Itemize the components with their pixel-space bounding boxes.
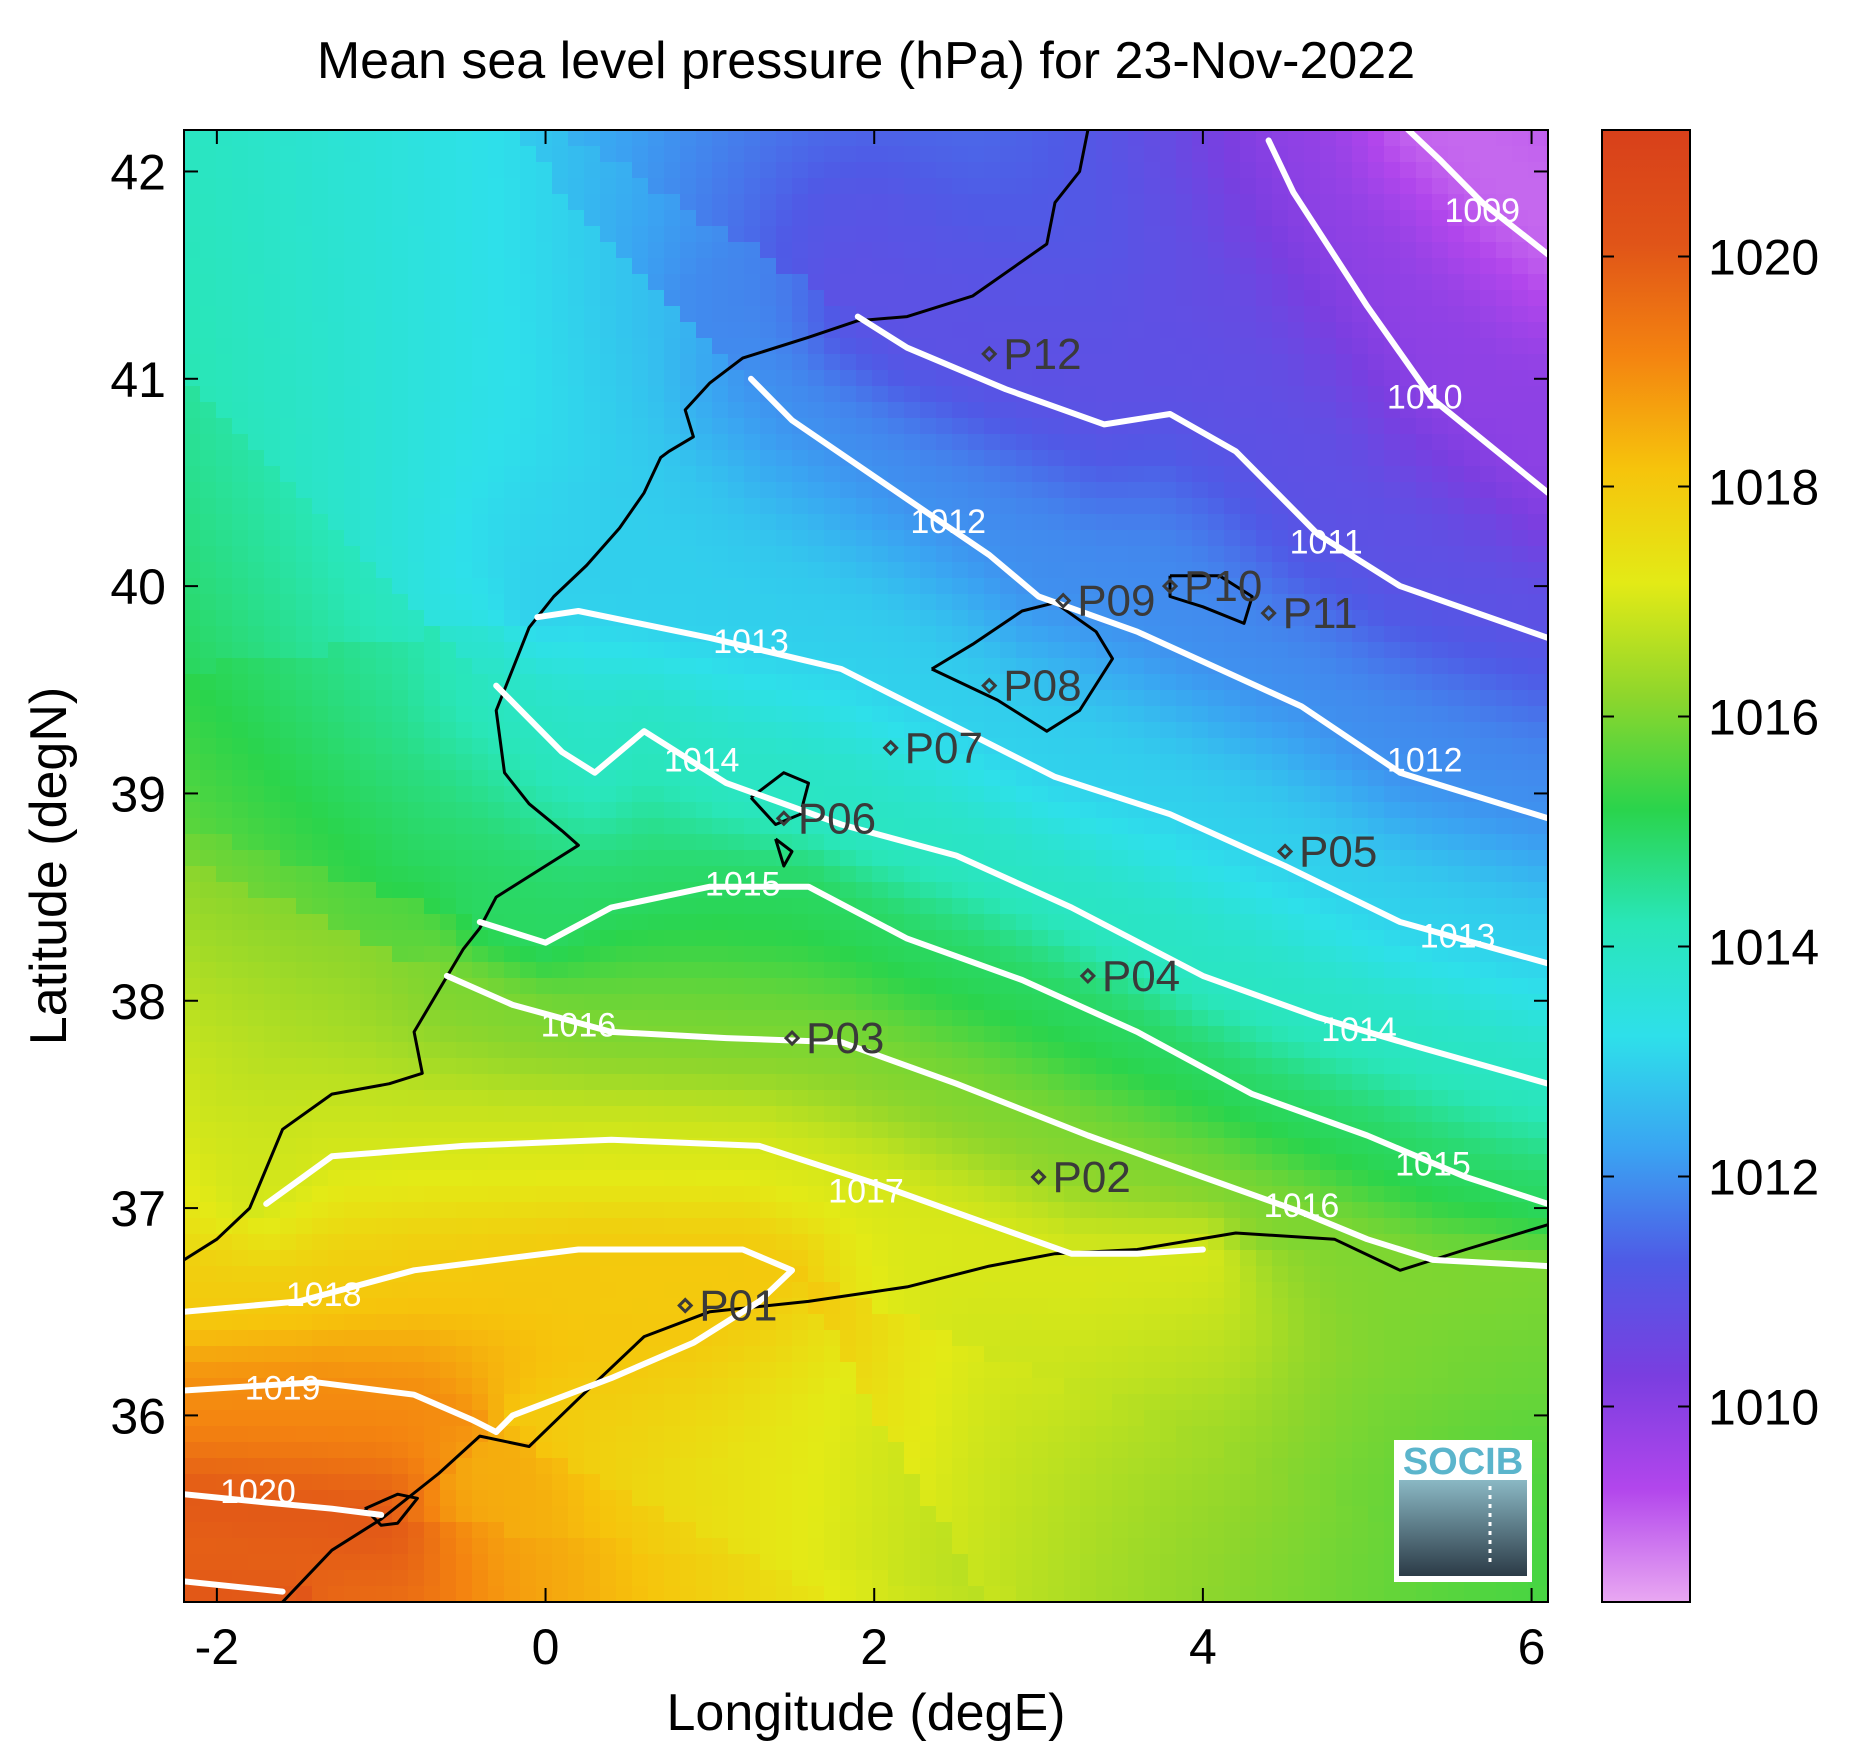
isobar-label: 1018 bbox=[286, 1276, 362, 1314]
station-marker bbox=[1079, 967, 1096, 985]
station-marker bbox=[882, 739, 899, 756]
station-marker bbox=[783, 1029, 801, 1047]
coastline-segment bbox=[363, 1492, 419, 1527]
colorbar-tick-label: 1016 bbox=[1708, 690, 1819, 746]
coastline-segment bbox=[281, 1223, 1548, 1602]
coastline-layer bbox=[184, 130, 1548, 1602]
x-tick-label: 2 bbox=[860, 1619, 888, 1675]
station-label: P08 bbox=[1003, 662, 1081, 711]
station-label: P05 bbox=[1299, 827, 1377, 876]
isobar-label: 1015 bbox=[1395, 1146, 1471, 1184]
station-layer: P01 P02 P03 P04 P05 P06 P07 P08 P09 P10 P11 P12 bbox=[677, 330, 1377, 1331]
colorbar-tick-label: 1020 bbox=[1708, 230, 1819, 286]
isobar-label: 1016 bbox=[1264, 1187, 1340, 1225]
isobar-label: 1016 bbox=[541, 1007, 617, 1045]
isobar-label: 1012 bbox=[910, 503, 986, 541]
colorbar-scale bbox=[1601, 129, 1691, 1603]
coastline-segment bbox=[184, 130, 1090, 1262]
x-axis-ticks: -2 0 2 4 6 bbox=[195, 130, 1546, 1675]
y-axis-label: Latitude (degN) bbox=[20, 687, 78, 1045]
isobar-label: 1017 bbox=[828, 1173, 904, 1211]
colorbar-tick-label: 1014 bbox=[1708, 920, 1819, 976]
isobar-label: 1015 bbox=[705, 866, 781, 904]
x-tick-label: 0 bbox=[532, 1619, 560, 1675]
pressure-field bbox=[184, 130, 1548, 1602]
isobar-label: 1019 bbox=[245, 1370, 321, 1408]
station-label: P03 bbox=[806, 1014, 884, 1063]
station-label: P02 bbox=[1053, 1153, 1131, 1202]
colorbar-ticks: 1010 1012 1014 1016 1018 1020 bbox=[1602, 230, 1819, 1436]
chart-title: Mean sea level pressure (hPa) for 23-Nov… bbox=[317, 32, 1415, 90]
isobar-label: 1020 bbox=[220, 1473, 296, 1511]
x-tick-label: -2 bbox=[195, 1619, 239, 1675]
y-tick-label: 36 bbox=[110, 1388, 166, 1444]
socib-logo: SOCIB bbox=[1394, 1440, 1532, 1582]
colorbar-tick-label: 1010 bbox=[1708, 1380, 1819, 1436]
isobar-layer bbox=[184, 130, 1548, 1595]
isobar-1020 bbox=[184, 1491, 385, 1518]
isobar-1016 bbox=[443, 972, 1548, 1270]
coastline-segment bbox=[774, 837, 794, 868]
isobar-1013 bbox=[534, 608, 1548, 967]
station-marker bbox=[1276, 843, 1294, 860]
isobar-1009 bbox=[1405, 130, 1548, 258]
isobar-label-layer: 1009 1010 1011 1012 1012 1013 1013 1014 1014 1015… bbox=[220, 192, 1520, 1511]
isobar-label: 1012 bbox=[1387, 741, 1463, 779]
station-label: P09 bbox=[1077, 577, 1155, 626]
y-tick-label: 40 bbox=[110, 559, 166, 615]
y-tick-label: 41 bbox=[110, 352, 166, 408]
isobar-1018 bbox=[184, 1246, 795, 1435]
station-label: P07 bbox=[905, 724, 983, 773]
colorbar: 1010 1012 1014 1016 1018 1020 bbox=[1601, 129, 1819, 1603]
station-marker bbox=[1030, 1168, 1047, 1186]
coastline-segment bbox=[749, 771, 810, 826]
isobar-1011 bbox=[854, 313, 1548, 641]
map-plot-area: 1009 1010 1011 1012 1012 1013 1013 1014 1014 1015… bbox=[184, 130, 1548, 1602]
station-marker bbox=[1055, 592, 1072, 609]
y-tick-label: 38 bbox=[110, 974, 166, 1030]
isobar-1017 bbox=[263, 1136, 1206, 1257]
y-tick-label: 37 bbox=[110, 1181, 166, 1237]
y-tick-label: 39 bbox=[110, 766, 166, 822]
colorbar-tick-label: 1018 bbox=[1708, 460, 1819, 516]
station-label: P06 bbox=[798, 794, 876, 843]
socib-logo-wordmark: SOCIB bbox=[1403, 1441, 1523, 1483]
station-label: P10 bbox=[1184, 562, 1262, 611]
isobar-label: 1013 bbox=[1420, 918, 1496, 956]
station-label: P04 bbox=[1102, 952, 1180, 1001]
station-label: P12 bbox=[1003, 330, 1081, 379]
isobar-label: 1010 bbox=[1387, 379, 1463, 417]
station-marker bbox=[677, 1297, 694, 1314]
station-marker bbox=[1161, 577, 1179, 595]
colorbar-tick-label: 1012 bbox=[1708, 1150, 1819, 1206]
coastline-segment bbox=[1168, 574, 1254, 625]
isobar-1020 bbox=[184, 1578, 286, 1595]
station-label: P11 bbox=[1283, 589, 1358, 638]
x-tick-label: 6 bbox=[1518, 1619, 1546, 1675]
isobar-label: 1014 bbox=[1321, 1011, 1397, 1049]
map-plot-frame bbox=[183, 129, 1549, 1603]
y-axis-ticks: 36 37 38 39 40 41 42 bbox=[110, 144, 1548, 1444]
x-axis-label: Longitude (degE) bbox=[667, 1684, 1066, 1742]
isobar-label: 1014 bbox=[664, 741, 740, 779]
station-marker bbox=[775, 810, 792, 827]
station-marker bbox=[981, 677, 998, 694]
coastline-segment bbox=[930, 601, 1114, 733]
isobar-label: 1011 bbox=[1290, 524, 1363, 562]
y-tick-label: 42 bbox=[110, 144, 166, 200]
x-tick-label: 4 bbox=[1189, 1619, 1217, 1675]
isobar-label: 1009 bbox=[1444, 192, 1520, 230]
station-label: P01 bbox=[699, 1282, 777, 1331]
isobar-1019 bbox=[184, 1379, 500, 1435]
station-marker bbox=[1260, 604, 1277, 622]
isobar-label: 1013 bbox=[713, 623, 789, 661]
isobar-1015 bbox=[476, 883, 1548, 1207]
isobar-1012 bbox=[748, 375, 1548, 822]
station-marker bbox=[981, 345, 998, 363]
isobar-1010 bbox=[1265, 137, 1548, 496]
isobar-1014 bbox=[493, 682, 1548, 1087]
